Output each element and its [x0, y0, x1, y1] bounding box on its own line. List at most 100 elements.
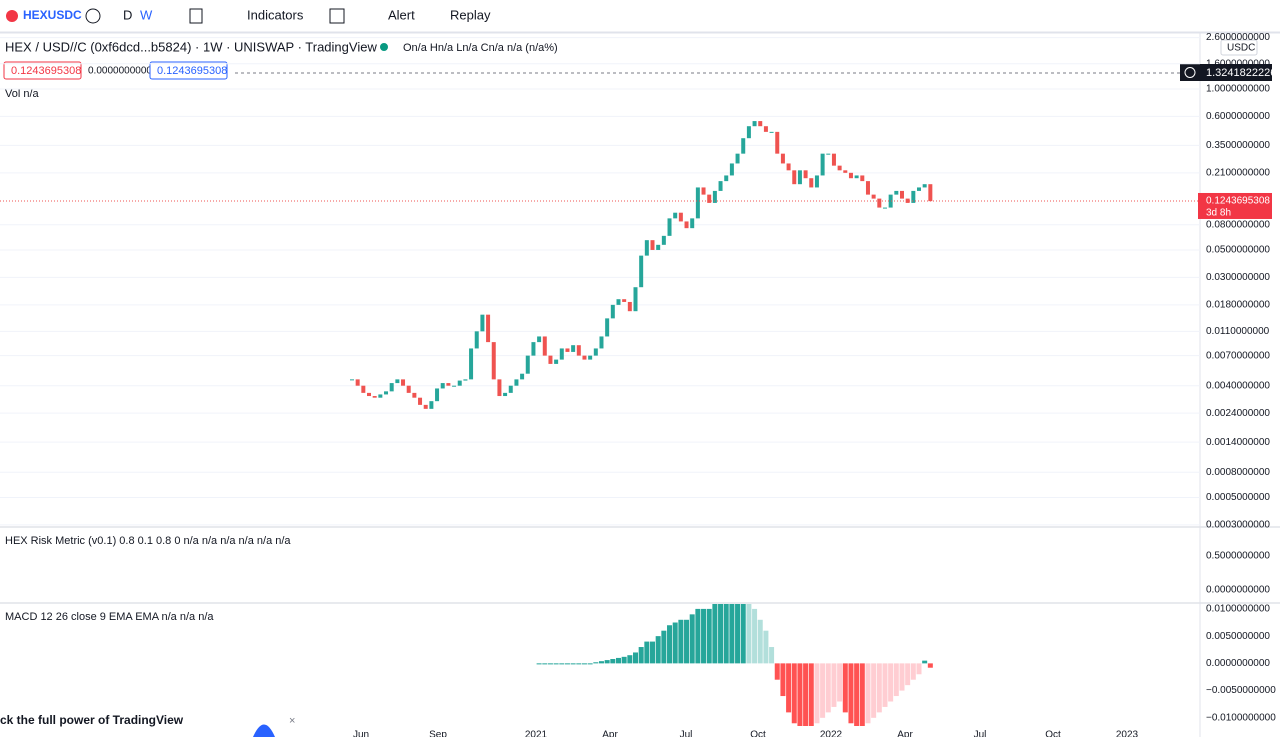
macd-bar [678, 619, 684, 664]
crosshair-label: 1.3241822226 [1206, 67, 1276, 79]
candle [480, 314, 485, 332]
candle [389, 383, 394, 392]
candle [792, 170, 797, 185]
macd-bar [570, 663, 576, 665]
price-tick-label: 0.0040000000 [1206, 380, 1270, 391]
macd-bar [916, 663, 922, 675]
currency-box[interactable] [1220, 39, 1258, 56]
candle [831, 153, 836, 166]
candle [690, 218, 695, 229]
interval[interactable]: W [140, 7, 153, 22]
macd-bar [633, 652, 638, 664]
macd-bar [927, 663, 933, 668]
add-symbol[interactable] [85, 8, 101, 24]
candle [633, 287, 638, 312]
macd-bar [729, 604, 735, 664]
macd-bar [547, 663, 553, 665]
macd-bar [848, 663, 854, 724]
legend-title: HEX / USD//C (0xf6dcd...b5824) · 1W · UN… [5, 39, 377, 54]
macd-tick-label: −0.0100000000 [1206, 712, 1276, 723]
macd-bar [536, 663, 542, 665]
candle [616, 299, 621, 305]
macd-bar [621, 656, 627, 664]
status-dot [380, 43, 388, 51]
candle [554, 359, 559, 364]
candle [520, 373, 525, 380]
candle [418, 397, 423, 405]
macd-bar [757, 619, 763, 664]
symbol[interactable]: HEXUSDC [23, 8, 82, 22]
macd-bar [559, 663, 565, 665]
candle [707, 194, 712, 203]
time-label: 2021 [525, 730, 548, 737]
layouts[interactable] [329, 8, 345, 24]
spread: 0.0000000000 [88, 66, 152, 77]
candle [678, 212, 683, 222]
macd-bar [780, 663, 786, 697]
candle [735, 153, 740, 164]
candle [582, 355, 587, 360]
candle [565, 348, 570, 352]
candle [361, 385, 366, 393]
price-tick-label: 0.0800000000 [1206, 219, 1270, 230]
price-tick-label: 0.0008000000 [1206, 467, 1270, 478]
macd-legend: MACD 12 26 close 9 EMA EMA n/a n/a n/a [5, 611, 214, 623]
crosshair-plus[interactable] [1184, 67, 1196, 78]
macd-bar [576, 663, 582, 665]
candle [712, 190, 717, 203]
currency[interactable]: USDC [1227, 43, 1255, 54]
ohlc: On/a Hn/a Ln/a Cn/a n/a (n/a%) [403, 42, 558, 54]
candle [435, 388, 440, 402]
candle [718, 181, 723, 191]
macd-bar [661, 630, 667, 664]
ask[interactable]: 0.1243695308 [157, 65, 227, 77]
bid-box[interactable] [3, 61, 82, 80]
banner-close[interactable]: × [289, 715, 295, 727]
volume-legend: Vol n/a [5, 88, 40, 100]
candle [860, 175, 865, 182]
candle [780, 153, 785, 164]
macd-bar [740, 604, 746, 664]
macd-bar [774, 663, 780, 680]
candle [797, 170, 802, 185]
candle [843, 170, 848, 173]
macd-bar [803, 663, 809, 726]
ask-box[interactable] [149, 61, 228, 80]
candle [894, 190, 899, 195]
candle [384, 391, 389, 395]
macd-bar [910, 663, 916, 680]
macd-bar [905, 663, 911, 686]
price-tick-label: 0.0024000000 [1206, 408, 1270, 419]
price-tick-label: 0.0005000000 [1206, 492, 1270, 503]
price-tick-label: 0.0110000000 [1206, 326, 1270, 337]
indicators-button[interactable]: Indicators [247, 7, 304, 22]
price-tick-label: 0.0003000000 [1206, 520, 1270, 531]
candle [865, 181, 870, 195]
candle [667, 218, 672, 236]
candle [446, 383, 451, 386]
macd-bar [842, 663, 848, 713]
macd-tick-label: 0.0000000000 [1206, 658, 1270, 669]
bid[interactable]: 0.1243695308 [11, 65, 81, 77]
candle [837, 165, 842, 171]
candle [469, 348, 474, 380]
candle [848, 172, 853, 179]
macd-bar [735, 604, 741, 664]
risk-legend: HEX Risk Metric (v0.1) 0.8 0.1 0.8 0 n/a… [5, 535, 291, 547]
candle [769, 131, 774, 133]
replay-button[interactable]: Replay [450, 7, 491, 22]
macd-bar [825, 663, 831, 713]
interval[interactable]: D [123, 7, 132, 22]
chart-type[interactable] [189, 8, 203, 24]
price-tick-label: 0.2100000000 [1206, 167, 1270, 178]
candle [854, 175, 859, 179]
candle [695, 187, 700, 219]
macd-bar [598, 661, 604, 664]
time-label: 2022 [820, 730, 843, 737]
countdown: 3d 8h [1206, 208, 1231, 219]
candle [627, 301, 632, 312]
alert-button[interactable]: Alert [388, 7, 415, 22]
candle [503, 392, 508, 397]
time-label: Oct [1045, 730, 1061, 737]
price-tick-label: 0.0300000000 [1206, 272, 1270, 283]
